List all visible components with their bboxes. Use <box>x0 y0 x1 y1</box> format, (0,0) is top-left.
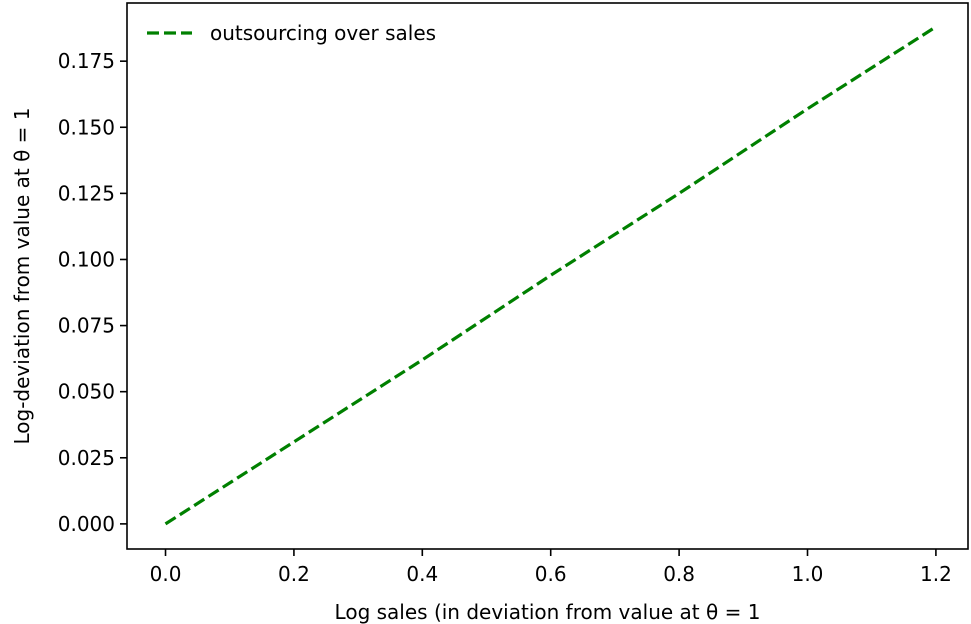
x-tick-label: 0.2 <box>278 562 310 586</box>
series-layer <box>164 25 937 526</box>
series-line <box>164 25 937 526</box>
legend-entry-label: outsourcing over sales <box>210 21 436 45</box>
x-tick-label: 1.0 <box>792 562 824 586</box>
y-tick-label: 0.000 <box>58 512 115 536</box>
x-tick-label: 0.8 <box>663 562 695 586</box>
x-tick-label: 1.2 <box>920 562 952 586</box>
legend: outsourcing over sales <box>147 21 436 45</box>
plot-frame <box>126 2 969 550</box>
y-tick-label: 0.150 <box>58 115 115 139</box>
y-tick-label: 0.175 <box>58 49 115 73</box>
y-tick-label: 0.075 <box>58 314 115 338</box>
x-axis-label: Log sales (in deviation from value at θ … <box>335 600 761 624</box>
y-axis-label: Log-deviation from value at θ = 1 <box>10 107 34 444</box>
y-tick-label: 0.050 <box>58 380 115 404</box>
x-tick-label: 0.4 <box>406 562 438 586</box>
y-tick-label: 0.125 <box>58 181 115 205</box>
y-axis: 0.000 0.025 0.050 0.075 0.100 0.125 0.150 0.175 <box>58 49 127 536</box>
y-tick-label: 0.025 <box>58 446 115 470</box>
x-tick-label: 0.6 <box>535 562 567 586</box>
plot-area <box>126 2 969 550</box>
x-axis: 0.0 0.2 0.4 0.6 0.8 1.0 1.2 <box>150 549 952 586</box>
y-tick-label: 0.100 <box>58 247 115 271</box>
x-tick-label: 0.0 <box>150 562 182 586</box>
